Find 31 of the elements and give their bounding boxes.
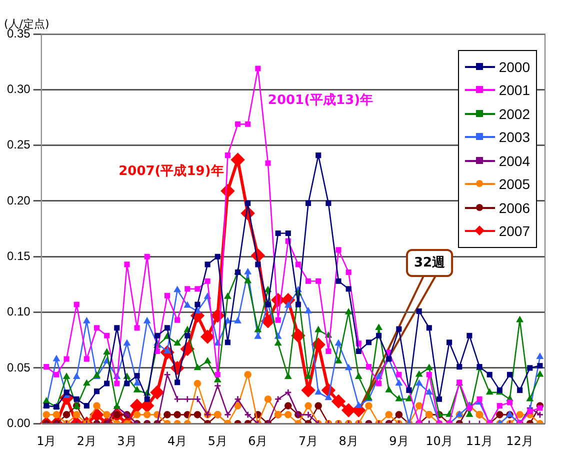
y-tick-label: 0.00	[6, 416, 31, 430]
x-tick-label: 3月	[117, 434, 137, 448]
legend-label: 2004	[498, 152, 530, 169]
x-tick-label: 1月	[36, 434, 56, 448]
y-tick-label: 0.30	[6, 82, 31, 96]
annotation: 32週	[414, 256, 446, 271]
legend-label: 2006	[498, 200, 530, 216]
y-tick-label: 0.05	[6, 360, 31, 374]
y-tick-label: 0.25	[6, 138, 31, 152]
x-tick-label: 11月	[466, 434, 494, 448]
x-tick-label: 8月	[338, 434, 358, 448]
x-tick-label: 4月	[168, 434, 188, 448]
annotation: 2001(平成13)年	[268, 92, 374, 108]
x-tick-label: 2月	[76, 434, 97, 448]
y-tick-label: 0.20	[6, 193, 31, 208]
legend-label: 2003	[498, 129, 530, 146]
x-tick-label: 9月	[389, 434, 409, 448]
callout-box: 32週	[404, 248, 454, 278]
x-tick-label: 12月	[506, 434, 534, 448]
y-tick-label: 0.10	[6, 304, 31, 319]
legend-label: 2002	[498, 106, 530, 122]
legend-label: 2000	[498, 58, 530, 75]
x-tick-label: 10月	[426, 434, 453, 448]
x-tick-label: 7月	[298, 434, 318, 448]
legend-label: 2001	[498, 82, 530, 98]
annotation: 2007(平成19)年	[118, 164, 224, 180]
legend-label: 2007	[498, 223, 530, 240]
legend-label: 2005	[498, 176, 530, 192]
x-tick-label: 6月	[248, 434, 268, 448]
y-tick-label: 0.15	[6, 248, 31, 263]
x-tick-label: 5月	[208, 434, 228, 448]
